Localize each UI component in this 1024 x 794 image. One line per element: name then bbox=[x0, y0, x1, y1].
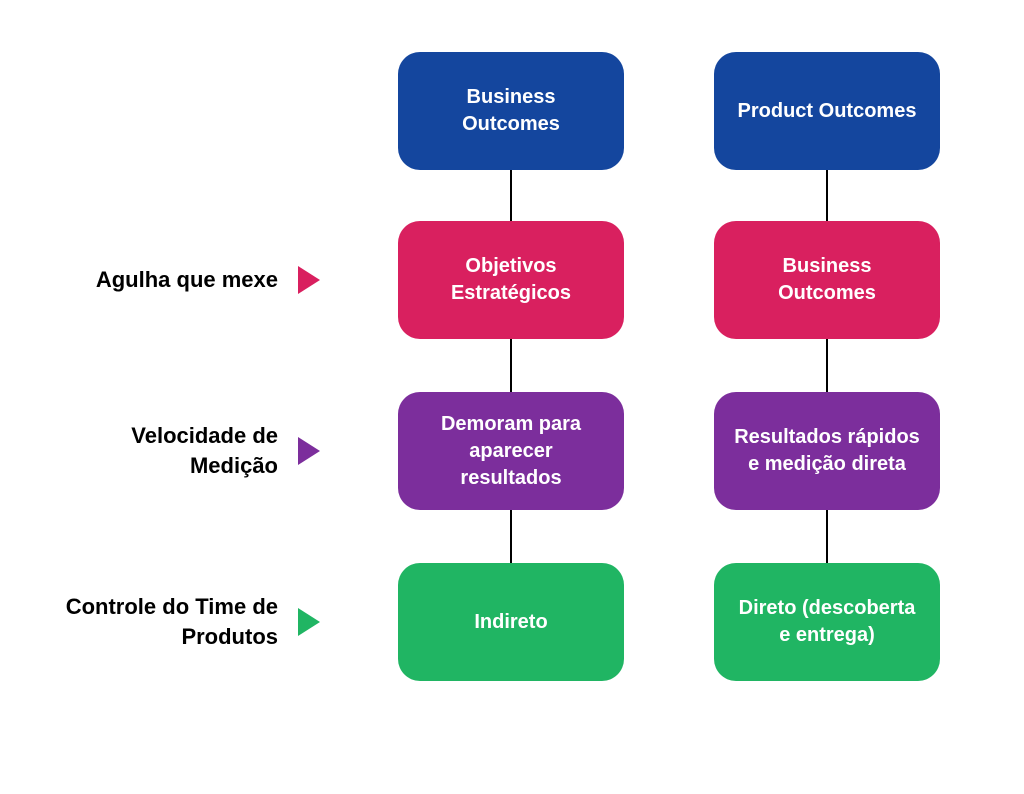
row-label-2: Agulha que mexe bbox=[60, 221, 320, 339]
label-text: Controle do Time de Produtos bbox=[60, 592, 278, 651]
label-text: Agulha que mexe bbox=[96, 265, 278, 295]
triangle-icon bbox=[298, 608, 320, 636]
box-text: Product Outcomes bbox=[738, 98, 917, 125]
box-c1-r4: Indireto bbox=[398, 563, 624, 681]
triangle-icon bbox=[298, 437, 320, 465]
box-c1-r1: Business Outcomes bbox=[398, 52, 624, 170]
connector-c2-r3-r4 bbox=[826, 510, 828, 563]
box-text: Resultados rápidos e medição direta bbox=[732, 424, 922, 478]
box-text: Business Outcomes bbox=[416, 84, 606, 138]
connector-c2-r1-r2 bbox=[826, 170, 828, 221]
box-text: Direto (descoberta e entrega) bbox=[732, 595, 922, 649]
connector-c1-r3-r4 bbox=[510, 510, 512, 563]
box-text: Demoram para aparecer resultados bbox=[416, 411, 606, 492]
box-text: Business Outcomes bbox=[732, 253, 922, 307]
box-c2-r1: Product Outcomes bbox=[714, 52, 940, 170]
box-c2-r3: Resultados rápidos e medição direta bbox=[714, 392, 940, 510]
row-label-4: Controle do Time de Produtos bbox=[60, 563, 320, 681]
diagram-container: Business Outcomes Product Outcomes Agulh… bbox=[0, 0, 1024, 794]
connector-c1-r2-r3 bbox=[510, 339, 512, 392]
connector-c2-r2-r3 bbox=[826, 339, 828, 392]
connector-c1-r1-r2 bbox=[510, 170, 512, 221]
box-c1-r2: Objetivos Estratégicos bbox=[398, 221, 624, 339]
row-label-3: Velocidade de Medição bbox=[60, 392, 320, 510]
triangle-icon bbox=[298, 266, 320, 294]
box-text: Indireto bbox=[474, 609, 547, 636]
label-text: Velocidade de Medição bbox=[60, 421, 278, 480]
box-text: Objetivos Estratégicos bbox=[416, 253, 606, 307]
box-c1-r3: Demoram para aparecer resultados bbox=[398, 392, 624, 510]
box-c2-r2: Business Outcomes bbox=[714, 221, 940, 339]
box-c2-r4: Direto (descoberta e entrega) bbox=[714, 563, 940, 681]
